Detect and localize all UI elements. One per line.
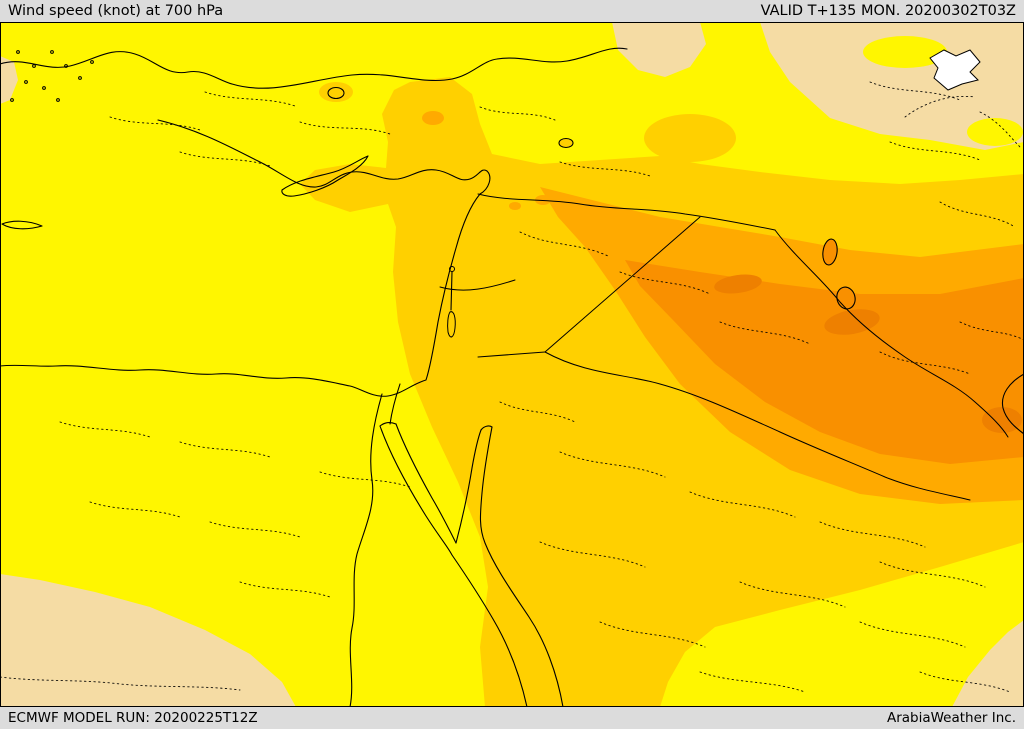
header-bar: Wind speed (knot) at 700 hPa VALID T+135… bbox=[0, 0, 1024, 22]
coast-black-sea bbox=[231, 47, 628, 89]
lakes bbox=[10, 50, 856, 338]
peach-top-right bbox=[760, 22, 1024, 150]
aegean-islet-3 bbox=[50, 50, 54, 54]
peach-bottom-right bbox=[952, 620, 1024, 707]
coast-crete bbox=[1, 220, 43, 230]
river-jordan bbox=[450, 271, 453, 311]
coast-aegean-nw bbox=[0, 51, 233, 85]
dotted-turkey-4 bbox=[479, 106, 556, 121]
coast-turkey-levant-egypt bbox=[0, 119, 491, 397]
low-wind-regions bbox=[0, 22, 1024, 707]
dotted-saudi-10 bbox=[919, 671, 1011, 693]
border-jordan-iraq-diagonal bbox=[544, 216, 701, 353]
band-deep-orange-core bbox=[625, 260, 1024, 464]
aegean-islet-5 bbox=[24, 80, 28, 84]
band-gold-main bbox=[300, 77, 1024, 707]
coast-sinai-east bbox=[455, 429, 482, 544]
band-orange-blob-anatolia bbox=[422, 111, 444, 125]
country-borders bbox=[439, 193, 1009, 501]
valid-time-label: VALID T+135 MON. 20200302T03Z bbox=[760, 3, 1016, 19]
coast-red-sea-arabian bbox=[479, 426, 564, 707]
aegean-islet-1 bbox=[16, 50, 20, 54]
coast-red-sea-african bbox=[379, 425, 528, 707]
border-jordan-saudi-west bbox=[477, 351, 546, 358]
lake-tuz bbox=[327, 86, 345, 100]
border-syria-jordan bbox=[439, 279, 516, 291]
dotted-egypt-6 bbox=[239, 581, 331, 598]
dotted-turkey-6 bbox=[179, 151, 271, 167]
footer-bar: ECMWF MODEL RUN: 20200225T12Z ArabiaWeat… bbox=[0, 707, 1024, 729]
aegean-islet-2 bbox=[32, 64, 36, 68]
dotted-syria-1 bbox=[519, 231, 611, 258]
lake-anatolia-east bbox=[558, 137, 574, 149]
dotted-turkey-3 bbox=[299, 121, 391, 135]
band-darker-spot-2 bbox=[824, 309, 880, 335]
coastlines bbox=[0, 47, 1024, 707]
aegean-islet-6 bbox=[42, 86, 46, 90]
band-darker-spot-1 bbox=[714, 274, 762, 294]
aegean-islet-10 bbox=[90, 60, 94, 64]
dotted-egypt-1 bbox=[59, 421, 151, 438]
dotted-turkey-2 bbox=[204, 91, 296, 107]
dotted-caucasus-2 bbox=[904, 95, 976, 118]
aegean-islet-4 bbox=[64, 64, 68, 68]
peach-bottom-left bbox=[0, 574, 296, 707]
dotted-iran-3 bbox=[939, 201, 1016, 228]
dotted-saudi-9 bbox=[699, 671, 806, 693]
coast-aqaba-head bbox=[480, 425, 493, 431]
dotted-iran-2 bbox=[889, 141, 981, 161]
suez-canal bbox=[389, 383, 401, 425]
dotted-egypt-3 bbox=[89, 501, 181, 518]
attribution-label: ArabiaWeather Inc. bbox=[886, 710, 1016, 726]
aegean-islet-8 bbox=[56, 98, 60, 102]
aegean-islet-9 bbox=[78, 76, 82, 80]
admin-borders-dotted bbox=[0, 81, 1024, 693]
coast-suez-head bbox=[379, 422, 397, 427]
dotted-egypt-5 bbox=[319, 471, 411, 488]
dotted-iran-5 bbox=[959, 321, 1024, 341]
dotted-egypt-4 bbox=[209, 521, 301, 538]
border-turkey-syria bbox=[477, 193, 776, 231]
wind-speed-bands bbox=[0, 22, 1024, 707]
border-saudi-iraq bbox=[544, 351, 971, 501]
dotted-iraq-2 bbox=[719, 321, 811, 345]
peach-top-center bbox=[612, 22, 706, 77]
lake-galilee bbox=[449, 266, 455, 272]
dotted-iraq-1 bbox=[619, 271, 711, 295]
dotted-iran-4 bbox=[879, 351, 971, 375]
band-darker-spot-gulf bbox=[982, 407, 1022, 433]
coast-persian-gulf bbox=[1001, 373, 1024, 435]
dotted-iran-1 bbox=[979, 111, 1021, 148]
dotted-egypt-sudan bbox=[0, 676, 241, 691]
model-run-label: ECMWF MODEL RUN: 20200225T12Z bbox=[8, 710, 258, 726]
white-calm-patch bbox=[929, 49, 981, 91]
dotted-egypt-2 bbox=[179, 441, 271, 458]
peach-left-sliver bbox=[0, 56, 18, 104]
dotted-turkey-5 bbox=[559, 161, 651, 177]
yellow-hole-top-right-1 bbox=[863, 36, 947, 68]
lake-urmia bbox=[822, 238, 838, 266]
band-orange-blob-2 bbox=[509, 202, 521, 210]
coast-sinai-west bbox=[395, 423, 457, 544]
wind-speed-map bbox=[0, 22, 1024, 707]
border-iraq-iran bbox=[774, 229, 1009, 438]
band-gold-patch-ne bbox=[644, 114, 736, 162]
map-canvas bbox=[0, 22, 1024, 707]
map-title: Wind speed (knot) at 700 hPa bbox=[8, 3, 224, 19]
dotted-caucasus-1 bbox=[869, 81, 961, 101]
dotted-turkey-1 bbox=[109, 116, 201, 131]
dotted-jordan-1 bbox=[499, 401, 576, 423]
coast-cyprus bbox=[281, 155, 369, 197]
river-nile bbox=[349, 393, 383, 707]
yellow-hole-top-right-2 bbox=[967, 118, 1023, 146]
dead-sea bbox=[447, 311, 456, 338]
aegean-islet-7 bbox=[10, 98, 14, 102]
